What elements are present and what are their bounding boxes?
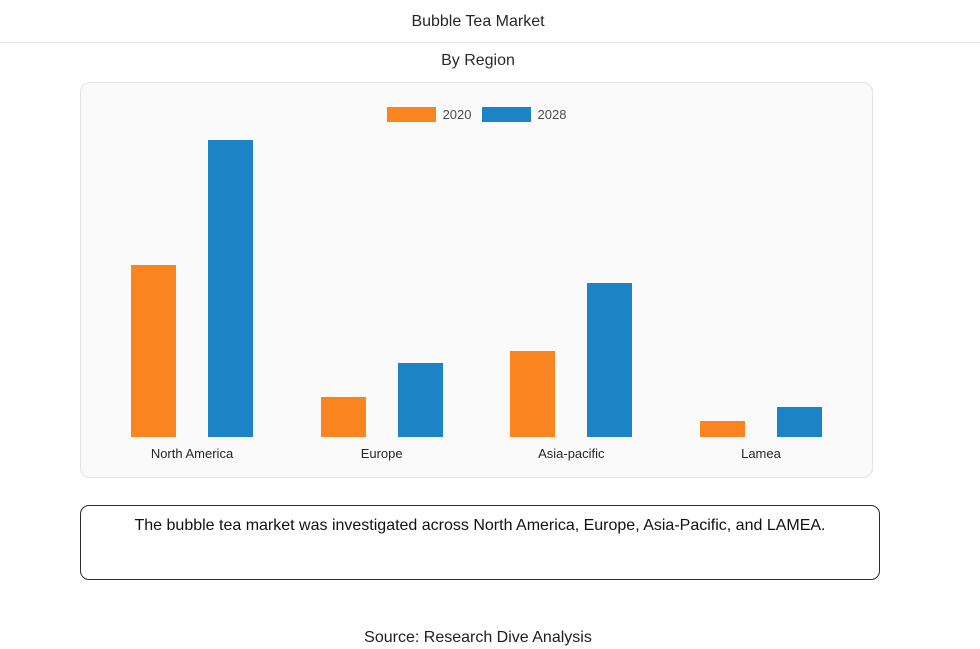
bars-north-america (131, 122, 253, 437)
subtitle-row: By Region (0, 43, 956, 70)
bars-europe (320, 122, 443, 437)
bar-group-asia-pacific: Asia-pacific (510, 122, 633, 461)
caption-box: The bubble tea market was investigated a… (80, 505, 880, 580)
header-divider (0, 42, 980, 43)
chart-panel: 2020 2028 North America Europe Asia-pacific… (80, 82, 873, 478)
bar-plot: North America Europe Asia-pacific Lamea (81, 122, 872, 461)
legend-swatch-2028 (481, 107, 531, 122)
legend-swatch-2020 (386, 107, 436, 122)
category-label-lamea: Lamea (741, 446, 781, 461)
bar-group-lamea: Lamea (699, 122, 822, 461)
legend-item-2020: 2020 (386, 107, 472, 122)
bars-lamea (699, 122, 822, 437)
bar-lamea-2028 (776, 407, 822, 437)
chart-subtitle: By Region (441, 52, 515, 69)
footer: Source: Research Dive Analysis (0, 580, 956, 647)
caption-text: The bubble tea market was investigated a… (134, 517, 826, 534)
category-label-asia-pacific: Asia-pacific (538, 446, 605, 461)
category-label-europe: Europe (360, 446, 403, 461)
bar-lamea-2020 (699, 421, 745, 437)
bar-europe-2028 (397, 363, 443, 437)
bar-group-north-america: North America (131, 122, 253, 461)
source-text: Source: Research Dive Analysis (364, 629, 592, 646)
bar-asia-pacific-2028 (587, 283, 633, 437)
bar-asia-pacific-2020 (510, 351, 556, 437)
header: Bubble Tea Market (0, 0, 956, 42)
legend-item-2028: 2028 (481, 107, 567, 122)
bar-europe-2020 (320, 397, 366, 437)
bar-north-america-2028 (208, 140, 253, 437)
bar-group-europe: Europe (320, 122, 443, 461)
legend-label-2020: 2020 (442, 107, 472, 122)
bar-north-america-2020 (131, 265, 176, 437)
chart-legend: 2020 2028 (81, 107, 872, 122)
bars-asia-pacific (510, 122, 633, 437)
page-title: Bubble Tea Market (411, 13, 545, 30)
category-label-north-america: North America (150, 446, 234, 461)
legend-label-2028: 2028 (537, 107, 567, 122)
